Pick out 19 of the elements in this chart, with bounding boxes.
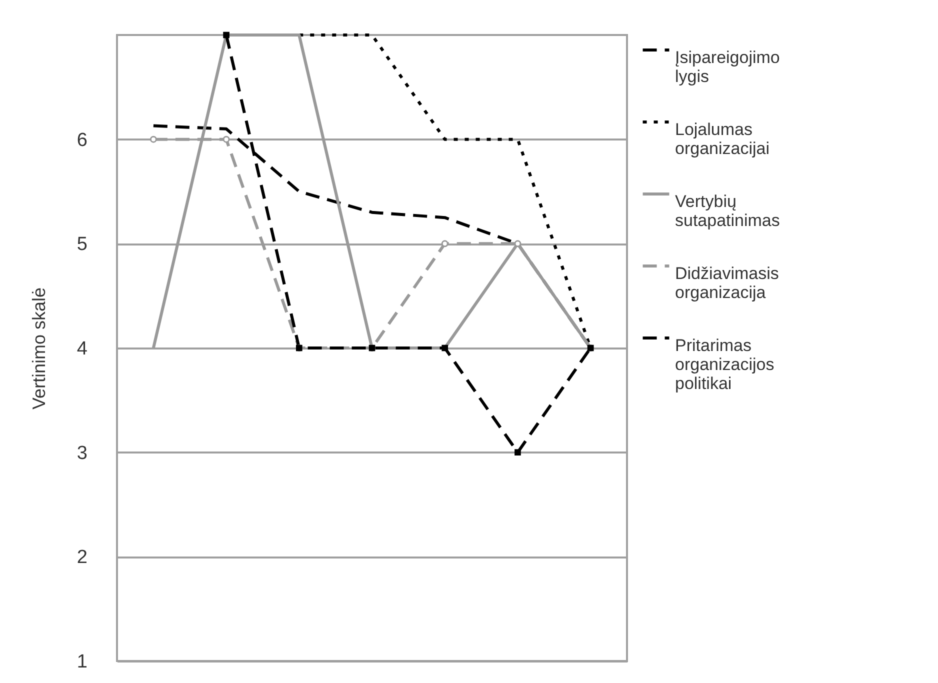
point (514, 449, 521, 456)
y-tick-label: 6 (76, 130, 88, 151)
legend-label: Lojalumas organizacijai (675, 120, 770, 158)
point (514, 240, 522, 248)
legend-label: Vertybių sutapatinimas (675, 192, 780, 230)
y-tick-label: 2 (76, 547, 88, 568)
legend-label: Pritarimas organizacijos politikai (675, 336, 774, 393)
y-tick-label: 1 (76, 652, 88, 672)
legend-label: Didžiavimasis organizacija (675, 264, 779, 302)
y-axis-title: Vertinimo skalė (28, 287, 49, 410)
point (222, 136, 230, 143)
legend-label: Įsipareigojimo lygis (675, 48, 780, 86)
y-tick-label: 5 (76, 234, 88, 256)
point (150, 136, 157, 143)
y-tick-label: 3 (76, 442, 88, 464)
point (223, 32, 230, 38)
point (441, 240, 448, 248)
y-tick-label: 4 (76, 338, 88, 360)
point (442, 344, 448, 352)
